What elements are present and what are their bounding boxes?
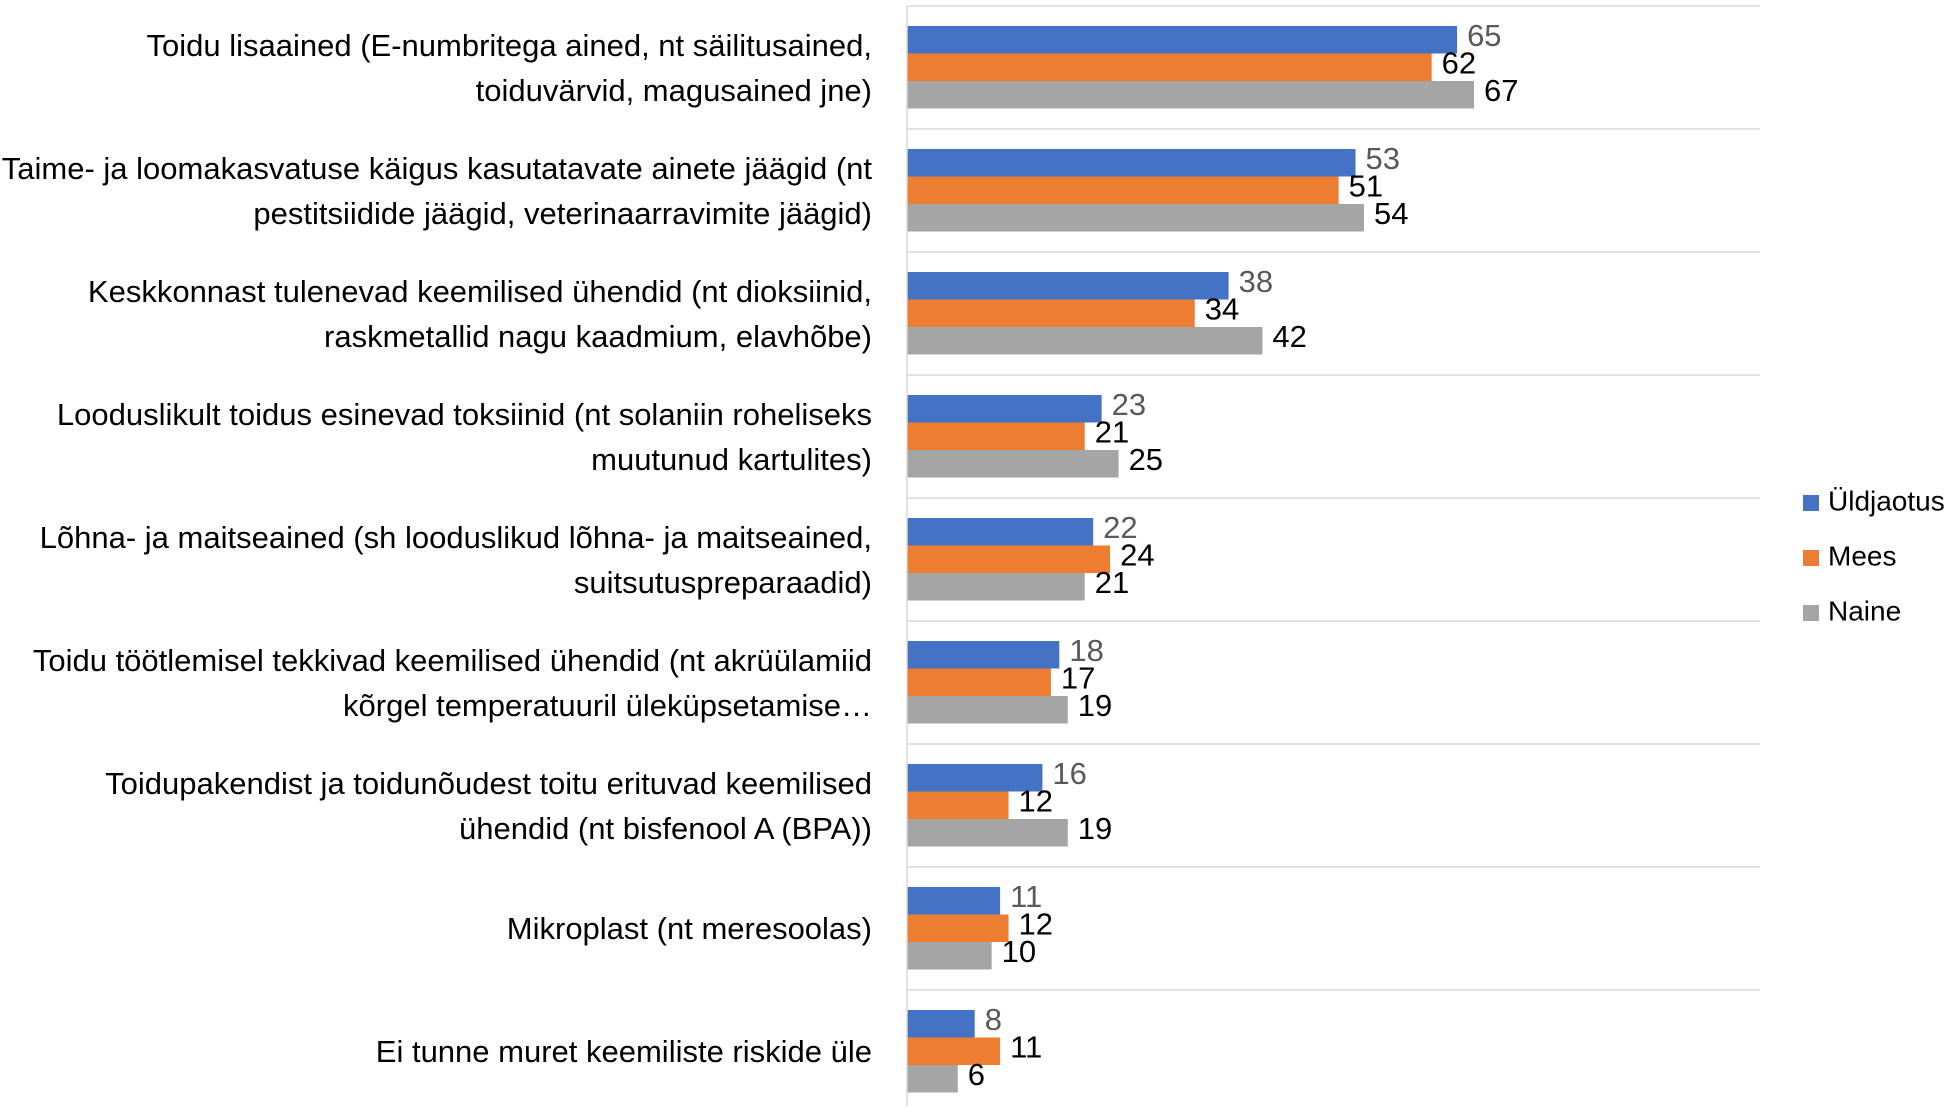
data-label: 67 <box>1484 73 1518 108</box>
bar <box>907 422 1085 450</box>
bar <box>907 149 1356 177</box>
data-label: 11 <box>1010 1029 1042 1064</box>
bar <box>907 1037 1001 1065</box>
data-label: 25 <box>1129 442 1163 477</box>
category-label: Keskkonnast tulenevad keemilised ühendid… <box>87 273 872 354</box>
data-label: 18 <box>1069 633 1103 668</box>
data-label: 23 <box>1112 387 1146 422</box>
data-label: 54 <box>1374 196 1408 231</box>
bar <box>907 53 1432 81</box>
bar <box>907 668 1051 696</box>
category-label: Toidu lisaained (E-numbritega ained, nt … <box>146 27 873 108</box>
legend-label: Naine <box>1828 595 1901 626</box>
data-label: 38 <box>1239 264 1273 299</box>
data-label: 21 <box>1095 414 1129 449</box>
data-label: 6 <box>968 1057 985 1092</box>
bar <box>907 819 1068 847</box>
data-label: 65 <box>1467 18 1501 53</box>
data-label: 12 <box>1019 783 1053 818</box>
category-label: Mikroplast (nt meresoolas) <box>506 911 872 946</box>
bar <box>907 791 1009 819</box>
data-label: 53 <box>1366 141 1400 176</box>
data-label: 19 <box>1078 811 1112 846</box>
bar <box>907 299 1195 327</box>
data-label: 42 <box>1272 319 1306 354</box>
data-label: 21 <box>1095 565 1129 600</box>
bar <box>907 545 1111 573</box>
bar <box>907 395 1102 423</box>
bar <box>907 573 1085 601</box>
data-label: 19 <box>1078 688 1112 723</box>
bar <box>907 26 1458 54</box>
category-label: Lõhna- ja maitseained (sh looduslikud lõ… <box>39 519 872 600</box>
category-label: Toidu töötlemisel tekkivad keemilised üh… <box>32 642 872 723</box>
data-label: 11 <box>1010 879 1042 914</box>
bar <box>907 204 1364 232</box>
bar <box>907 81 1474 109</box>
category-label: Taime- ja loomakasvatuse käigus kasutata… <box>1 150 872 231</box>
legend-label: Üldjaotus <box>1828 485 1945 516</box>
bar <box>907 272 1229 300</box>
data-label: 22 <box>1103 510 1137 545</box>
category-label: Looduslikult toidus esinevad toksiinid (… <box>56 396 872 477</box>
data-label: 34 <box>1205 291 1239 326</box>
bar <box>907 1065 958 1093</box>
data-label: 62 <box>1442 45 1476 80</box>
bar <box>907 1010 975 1038</box>
bar <box>907 914 1009 942</box>
data-label: 17 <box>1061 660 1095 695</box>
bar <box>907 942 992 970</box>
bar <box>907 327 1263 355</box>
data-label: 24 <box>1120 537 1154 572</box>
category-label: Toidupakendist ja toidunõudest toitu eri… <box>105 765 872 846</box>
data-label: 10 <box>1002 934 1036 969</box>
data-label: 16 <box>1052 756 1086 791</box>
data-label: 12 <box>1019 906 1053 941</box>
data-label: 51 <box>1349 168 1383 203</box>
bar <box>907 176 1339 204</box>
data-label: 8 <box>985 1002 1002 1037</box>
bar <box>907 764 1043 792</box>
legend-swatch <box>1803 605 1819 621</box>
legend-label: Mees <box>1828 540 1896 571</box>
category-label: Ei tunne muret keemiliste riskide üle <box>375 1034 872 1069</box>
bar <box>907 696 1068 724</box>
legend-swatch <box>1803 550 1819 566</box>
bar <box>907 450 1119 478</box>
bar <box>907 887 1001 915</box>
legend-swatch <box>1803 495 1819 511</box>
bar <box>907 518 1094 546</box>
bar <box>907 641 1060 669</box>
